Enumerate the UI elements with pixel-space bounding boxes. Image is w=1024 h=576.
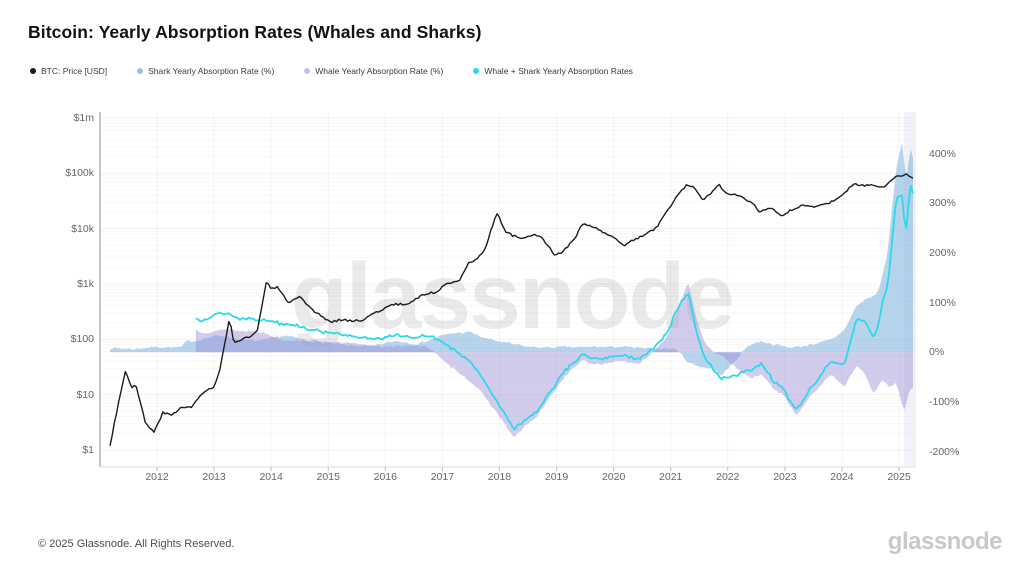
- btc-price-line: [109, 173, 914, 446]
- copyright-text: © 2025 Glassnode. All Rights Reserved.: [38, 538, 235, 550]
- legend-label: Whale Yearly Absorption Rate (%): [315, 66, 444, 76]
- legend: BTC: Price [USD] Shark Yearly Absorption…: [30, 66, 633, 76]
- page-title: Bitcoin: Yearly Absorption Rates (Whales…: [28, 22, 482, 42]
- data-series: [109, 143, 914, 446]
- legend-item-whale-rate[interactable]: Whale Yearly Absorption Rate (%): [304, 66, 443, 76]
- shark-rate-swatch-icon: [137, 68, 144, 74]
- whale-absorption-area: [195, 284, 914, 438]
- legend-label: Whale + Shark Yearly Absorption Rates: [484, 66, 633, 76]
- legend-label: Shark Yearly Absorption Rate (%): [148, 66, 275, 76]
- glassnode-watermark: glassnode: [291, 244, 735, 348]
- legend-item-whale-plus-shark[interactable]: Whale + Shark Yearly Absorption Rates: [473, 66, 633, 76]
- legend-item-shark-rate[interactable]: Shark Yearly Absorption Rate (%): [137, 66, 274, 76]
- whale-rate-swatch-icon: [304, 68, 311, 74]
- btc-price-swatch-icon: [30, 68, 36, 74]
- whale-plus-shark-swatch-icon: [473, 68, 480, 74]
- legend-item-btc-price[interactable]: BTC: Price [USD]: [30, 66, 107, 76]
- glassnode-logo: glassnode: [887, 528, 1003, 555]
- whale-plus-shark-line: [195, 184, 914, 431]
- legend-label: BTC: Price [USD]: [41, 66, 108, 76]
- axes: [99, 112, 916, 471]
